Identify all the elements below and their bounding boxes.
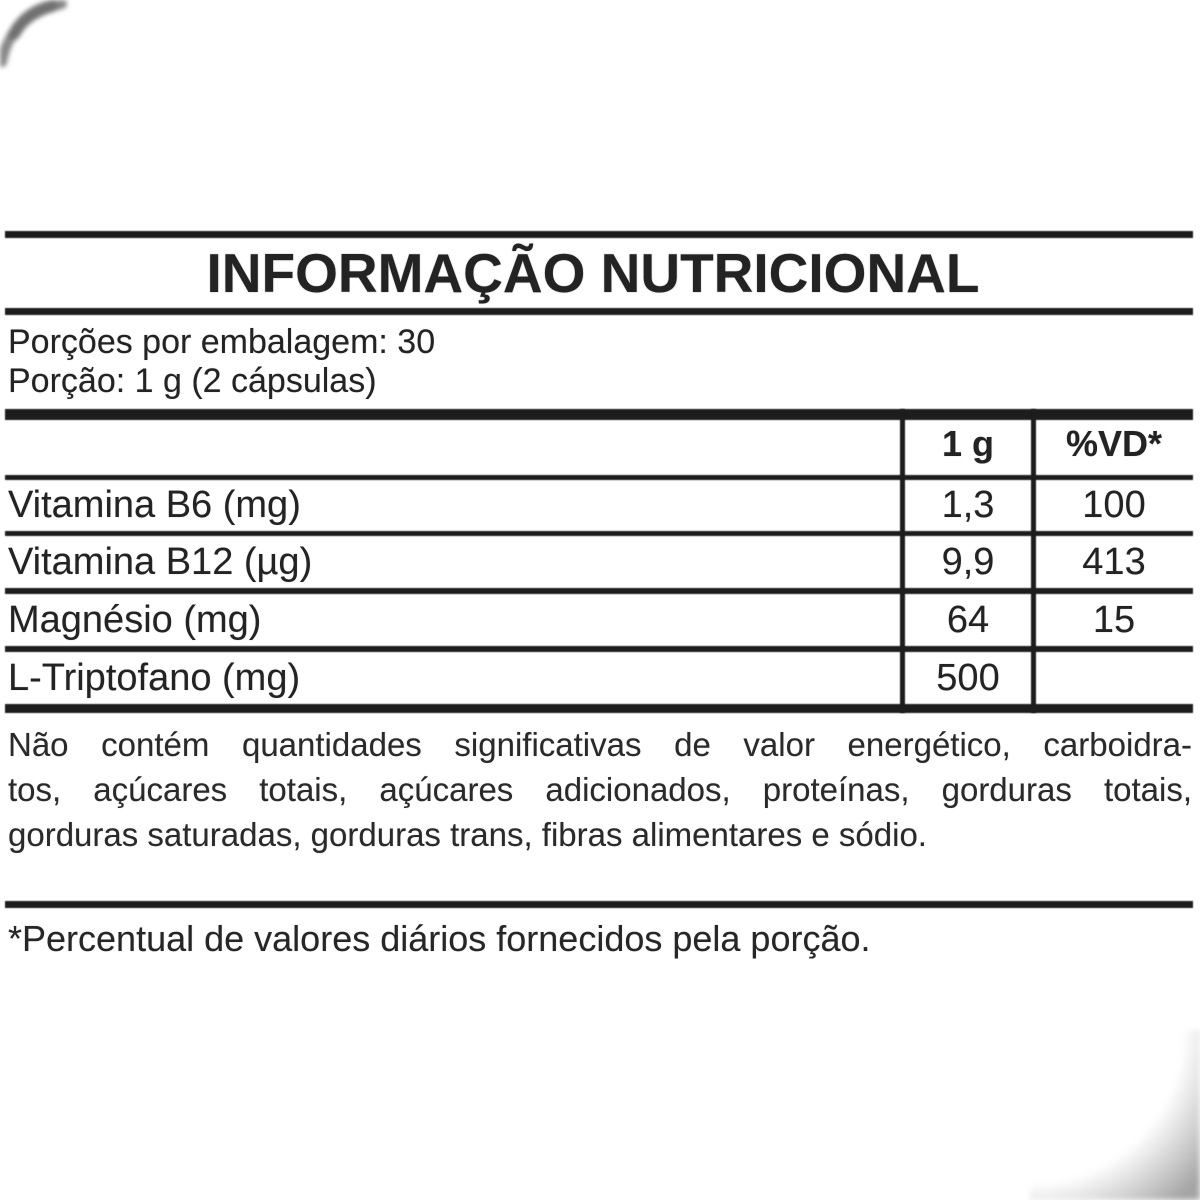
nutrient-dv: 15 xyxy=(1092,598,1136,641)
table-row-amount: 64 xyxy=(905,594,1031,646)
column-header-dv: %VD* xyxy=(1036,418,1192,470)
column-header-amount-text: 1 g xyxy=(941,423,994,464)
table-row-amount: 9,9 xyxy=(905,536,1031,588)
row-separator-rule xyxy=(5,588,1193,594)
servings-per-package-text: Porções por embalagem: 30 xyxy=(8,323,436,361)
header-separator-rule xyxy=(5,475,1193,480)
table-row-dv: 15 xyxy=(1036,594,1192,646)
label-title: INFORMAÇÃO NUTRICIONAL xyxy=(206,242,980,304)
nutrient-name: Vitamina B12 (µg) xyxy=(8,540,313,583)
table-row-dv: 100 xyxy=(1036,480,1192,531)
column-header-amount: 1 g xyxy=(905,418,1031,470)
table-top-rule xyxy=(5,409,1193,420)
footnote-rule xyxy=(5,901,1193,908)
table-row-dv: 413 xyxy=(1036,536,1192,588)
row-separator-rule xyxy=(5,531,1193,536)
nutrient-name: Magnésio (mg) xyxy=(8,598,262,641)
disclaimer-line: Não contém quantidades significativas de… xyxy=(8,726,1192,763)
footnote-text: *Percentual de valores diários fornecido… xyxy=(8,918,871,959)
serving-size-text: Porção: 1 g (2 cápsulas) xyxy=(8,362,377,400)
nutrient-name: L-Triptofano (mg) xyxy=(8,656,301,699)
nutrient-amount: 9,9 xyxy=(941,540,995,583)
corner-smudge-artifact-bottom-right xyxy=(1030,1030,1200,1200)
table-row-label: Vitamina B12 (µg) xyxy=(8,536,888,588)
table-row-amount: 500 xyxy=(905,652,1031,704)
nutrient-dv: 413 xyxy=(1082,540,1146,583)
table-row-amount: 1,3 xyxy=(905,480,1031,531)
table-bottom-rule xyxy=(5,704,1193,713)
column-header-dv-text: %VD* xyxy=(1065,423,1163,464)
table-row-label: Vitamina B6 (mg) xyxy=(8,480,888,531)
nutrient-amount: 1,3 xyxy=(941,484,995,526)
disclaimer-line: tos, açúcares totais, açúcares adicionad… xyxy=(8,771,1192,808)
table-row-label: Magnésio (mg) xyxy=(8,594,888,646)
disclaimer-paragraph: Não contém quantidades significativas de… xyxy=(8,722,1192,857)
table-row-label: L-Triptofano (mg) xyxy=(8,652,888,704)
nutrient-name: Vitamina B6 (mg) xyxy=(8,484,301,526)
table-row-dv xyxy=(1036,652,1192,704)
row-separator-rule xyxy=(5,646,1193,652)
nutrient-dv: 100 xyxy=(1082,484,1146,526)
nutrient-amount: 500 xyxy=(936,656,1000,699)
table-vertical-rule-2 xyxy=(1031,409,1036,713)
disclaimer-line: gorduras saturadas, gorduras trans, fibr… xyxy=(8,816,927,853)
table-vertical-rule-1 xyxy=(900,409,905,713)
title-bottom-rule xyxy=(5,308,1193,315)
corner-smudge-artifact-top-left xyxy=(0,0,67,67)
top-rule xyxy=(5,231,1193,238)
nutrient-amount: 64 xyxy=(946,598,990,641)
